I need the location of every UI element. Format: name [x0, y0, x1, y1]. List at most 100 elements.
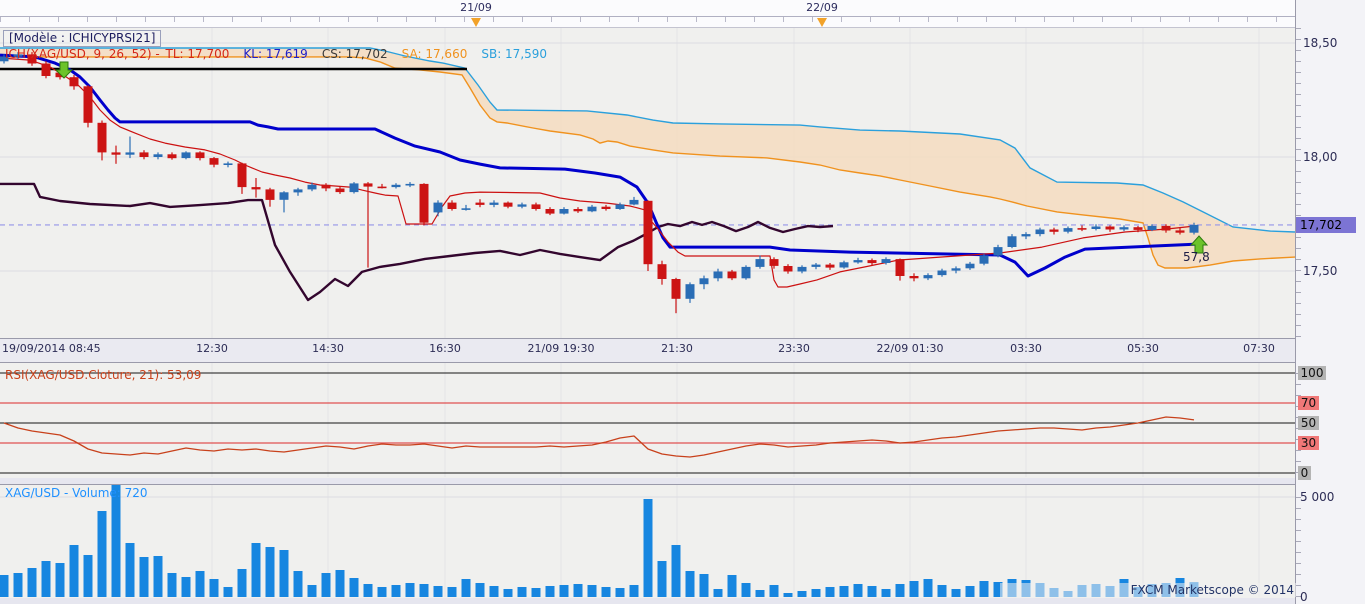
- candle-body: [559, 209, 569, 214]
- candle-body: [629, 199, 639, 205]
- volume-bar: [783, 593, 793, 597]
- volume-bar: [223, 587, 233, 597]
- candle-body: [489, 202, 499, 205]
- panel-divider-bottom: [0, 598, 1365, 604]
- volume-bar: [195, 571, 205, 597]
- volume-bar: [811, 589, 821, 597]
- candle-body: [881, 259, 891, 263]
- rsi-scale-chip: 0: [1298, 466, 1311, 480]
- candle-body: [1063, 228, 1073, 232]
- volume-bar: [825, 587, 835, 597]
- time-axis-label: 03:30: [1010, 342, 1042, 355]
- candle-body: [27, 54, 37, 64]
- volume-bar: [909, 581, 919, 597]
- volume-bar: [377, 587, 387, 597]
- volume-bar: [629, 585, 639, 597]
- candle-body: [475, 202, 485, 205]
- candle-body: [965, 263, 975, 269]
- volume-bar: [601, 587, 611, 597]
- volume-bar: [615, 588, 625, 597]
- volume-bar: [55, 563, 65, 597]
- time-axis-label: 21/09 19:30: [527, 342, 595, 355]
- volume-bar: [391, 585, 401, 597]
- volume-bar: [895, 584, 905, 597]
- candle-body: [377, 186, 387, 189]
- day-marker-triangle-icon: [471, 18, 481, 27]
- candle-body: [867, 260, 877, 264]
- volume-bar: [517, 587, 527, 597]
- volume-scale-label: 0: [1300, 590, 1308, 604]
- rsi-panel[interactable]: [0, 362, 1295, 479]
- volume-bar: [83, 555, 93, 597]
- panel-divider: [0, 478, 1365, 484]
- candle-body: [363, 183, 373, 187]
- candle-body: [657, 264, 667, 279]
- volume-bar: [937, 585, 947, 597]
- senkou-a-line: [0, 56, 1295, 269]
- volume-bar: [69, 545, 79, 597]
- volume-bar: [251, 543, 261, 597]
- volume-bar: [293, 571, 303, 597]
- candle-body: [979, 255, 989, 264]
- candle-body: [1189, 224, 1199, 233]
- candle-body: [699, 278, 709, 285]
- volume-bar: [111, 485, 121, 597]
- candle-body: [923, 275, 933, 279]
- candle-body: [293, 189, 303, 193]
- volume-bar: [265, 547, 275, 597]
- volume-axis-ticks: [1296, 497, 1301, 598]
- tenkan-sen-line: [0, 57, 1195, 288]
- volume-bar: [867, 586, 877, 597]
- candle-body: [531, 204, 541, 209]
- candle-body: [321, 184, 331, 189]
- candle-body: [265, 189, 275, 200]
- volume-bar: [237, 569, 247, 597]
- candle-body: [783, 266, 793, 272]
- candle-body: [1049, 229, 1059, 232]
- volume-bar: [363, 584, 373, 597]
- candle-body: [1035, 229, 1045, 235]
- volume-bar: [209, 579, 219, 597]
- time-axis-label: 07:30: [1243, 342, 1275, 355]
- time-axis-label: 05:30: [1127, 342, 1159, 355]
- candle-body: [349, 183, 359, 193]
- volume-bar: [181, 577, 191, 597]
- candle-body: [405, 183, 415, 186]
- time-axis-label: 23:30: [778, 342, 810, 355]
- time-axis-label: 16:30: [429, 342, 461, 355]
- candle-body: [1077, 228, 1087, 230]
- ichimoku-legend-value: SB: 17,590: [481, 47, 548, 61]
- rsi-legend: RSI(XAG/USD.Cloture, 21): 53,09: [5, 368, 202, 382]
- volume-bar: [657, 561, 667, 597]
- candle-body: [279, 192, 289, 200]
- volume-bar: [951, 589, 961, 597]
- volume-bar: [643, 499, 653, 597]
- candle-body: [951, 268, 961, 271]
- volume-legend: XAG/USD - Volume: 720: [5, 486, 148, 500]
- volume-bar-series: [0, 485, 1199, 597]
- candle-body: [391, 184, 401, 188]
- volume-bar: [153, 556, 163, 597]
- day-marker-label: 21/09: [460, 1, 492, 14]
- candle-body: [1147, 225, 1157, 230]
- last-price-badge: 17,702: [1296, 216, 1356, 233]
- candle-body: [461, 208, 471, 210]
- volume-bar: [419, 584, 429, 597]
- volume-bar: [461, 579, 471, 597]
- day-marker-triangle-icon: [817, 18, 827, 27]
- volume-bar: [797, 591, 807, 597]
- volume-bar: [559, 585, 569, 597]
- candle-body: [41, 63, 51, 76]
- candle-body: [447, 202, 457, 209]
- candle-body: [937, 270, 947, 276]
- candle-body: [69, 77, 79, 87]
- candle-body: [1161, 225, 1171, 231]
- volume-bar: [671, 545, 681, 597]
- volume-bar: [97, 511, 107, 597]
- rsi-scale-chip: 30: [1298, 436, 1319, 450]
- model-label: [Modèle : ICHICYPRSI21]: [3, 30, 162, 47]
- price-axis-ticks: [1296, 28, 1301, 338]
- candle-body: [83, 86, 93, 123]
